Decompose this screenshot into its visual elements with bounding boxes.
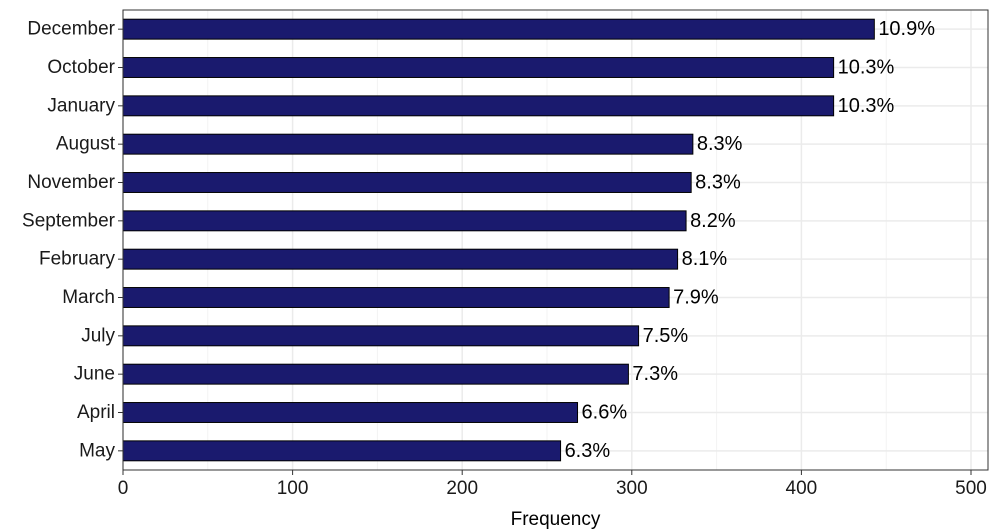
y-tick-label-november: November: [27, 172, 115, 193]
y-tick-label-march: March: [62, 287, 115, 308]
y-tick-label-december: December: [27, 19, 115, 40]
y-tick-label-july: July: [81, 325, 115, 346]
bar-december: [122, 18, 875, 40]
panel-border: [122, 9, 989, 471]
x-tick-label: 0: [118, 478, 129, 499]
y-tick-label-june: June: [74, 364, 115, 385]
y-tick-label-february: February: [39, 249, 116, 270]
data-labels: 10.9% 10.3% 10.3% 8.3% 8.3% 8.2% 8.1% 7.9% 7.5% 7…: [565, 18, 936, 462]
data-label-november: 8.3%: [695, 172, 741, 194]
bar-may: [122, 440, 562, 462]
data-label-august: 8.3%: [697, 133, 743, 155]
bar-june: [122, 363, 629, 385]
bar-november: [122, 172, 692, 193]
y-tick-label-april: April: [77, 402, 115, 423]
bar-march: [122, 287, 670, 308]
data-label-april: 6.6%: [582, 402, 628, 424]
x-tick-label: 100: [277, 478, 309, 499]
data-label-february: 8.1%: [682, 248, 728, 270]
y-tick-label-may: May: [79, 440, 115, 461]
data-label-may: 6.3%: [565, 440, 611, 462]
x-tick-label: 300: [616, 478, 648, 499]
bar-july: [122, 325, 640, 347]
x-tick-label: 500: [955, 478, 987, 499]
x-tick-label: 400: [786, 478, 818, 499]
x-axis: 0 100 200 300 400 500: [118, 470, 987, 499]
bar-february: [122, 248, 679, 270]
bar-august: [122, 133, 694, 155]
bar-october: [122, 57, 835, 78]
data-label-september: 8.2%: [690, 210, 736, 232]
y-axis: December October January August November Sept…: [22, 19, 123, 461]
data-label-october: 10.3%: [838, 57, 895, 79]
y-tick-label-october: October: [47, 57, 115, 78]
x-axis-title: Frequency: [511, 509, 601, 530]
data-label-december: 10.9%: [878, 18, 935, 40]
y-tick-label-august: August: [56, 134, 116, 155]
y-tick-label-september: September: [22, 210, 116, 231]
grid-lines: [122, 10, 988, 470]
x-tick-label: 200: [446, 478, 478, 499]
data-label-june: 7.3%: [632, 363, 678, 385]
y-tick-label-january: January: [47, 95, 115, 116]
bars: [122, 18, 875, 462]
data-label-january: 10.3%: [838, 95, 895, 117]
data-label-july: 7.5%: [643, 325, 689, 347]
bar-april: [122, 402, 579, 423]
bar-january: [122, 95, 835, 117]
bar-september: [122, 210, 687, 232]
data-label-march: 7.9%: [673, 287, 719, 309]
